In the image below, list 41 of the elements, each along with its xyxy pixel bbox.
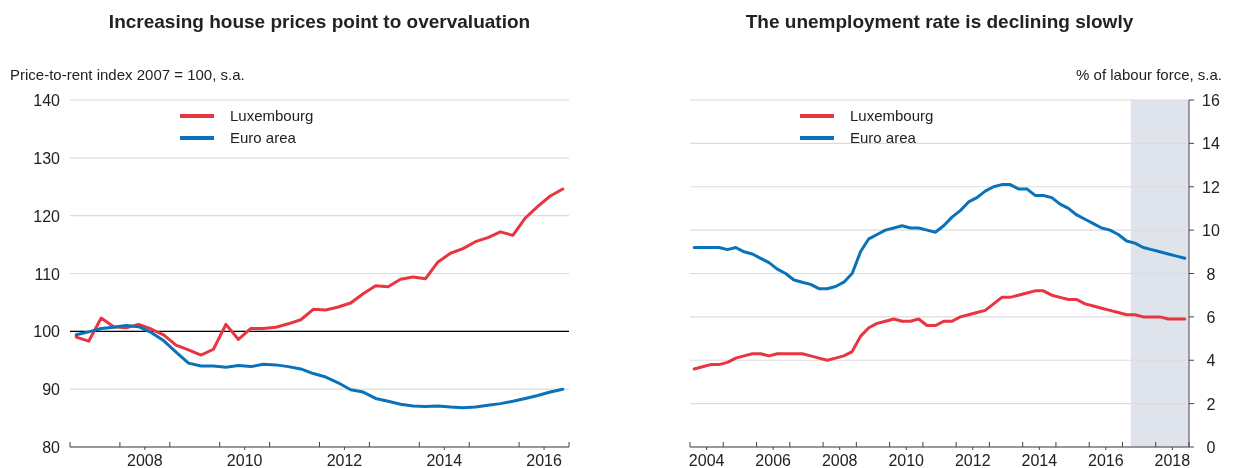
x-tick-label: 2014 [426,452,463,468]
legend-label: Luxembourg [850,107,934,124]
y-tick-label: 12 [1202,178,1220,196]
y-tick-label: 8 [1206,265,1216,283]
x-tick-label: 2016 [1088,452,1124,468]
x-tick-label: 2014 [1021,452,1058,468]
x-tick-label: 2012 [326,452,363,468]
x-tick-label: 2008 [127,452,163,468]
line-series [74,324,565,410]
y-axis-title: Price-to-rent index 2007 = 100, s.a. [10,66,245,83]
y-tick-label: 4 [1206,352,1216,370]
line-series [692,289,1187,371]
y-axis-title: % of labour force, s.a. [1076,66,1222,83]
x-tick-label: 2018 [1154,452,1191,468]
y-tick-label: 120 [33,207,61,225]
x-tick-label: 2010 [226,452,263,468]
chart-title: Increasing house prices point to overvaluation [108,11,531,32]
chart-title: The unemployment rate is declining slowly [745,11,1134,32]
y-tick-label: 0 [1206,439,1216,456]
y-tick-label: 100 [33,323,61,341]
legend-label: Euro area [850,129,917,146]
y-tick-label: 110 [34,265,61,283]
y-tick-label: 14 [1202,135,1220,153]
y-tick-label: 140 [33,92,61,109]
y-tick-label: 90 [42,381,61,399]
y-tick-label: 16 [1202,92,1220,109]
x-tick-label: 2004 [688,452,725,468]
legend-label: Luxembourg [230,107,314,124]
x-tick-label: 2010 [888,452,925,468]
x-tick-label: 2012 [954,452,991,468]
line-series [74,187,565,357]
y-tick-label: 130 [33,149,61,167]
x-tick-label: 2016 [526,452,562,468]
y-tick-label: 6 [1206,308,1216,326]
y-tick-label: 80 [42,439,61,456]
line-series [692,183,1187,291]
y-tick-label: 2 [1206,395,1216,413]
x-tick-label: 2008 [821,452,858,468]
x-tick-label: 2006 [755,452,792,468]
legend-label: Euro area [230,129,297,146]
y-tick-label: 10 [1202,222,1220,240]
